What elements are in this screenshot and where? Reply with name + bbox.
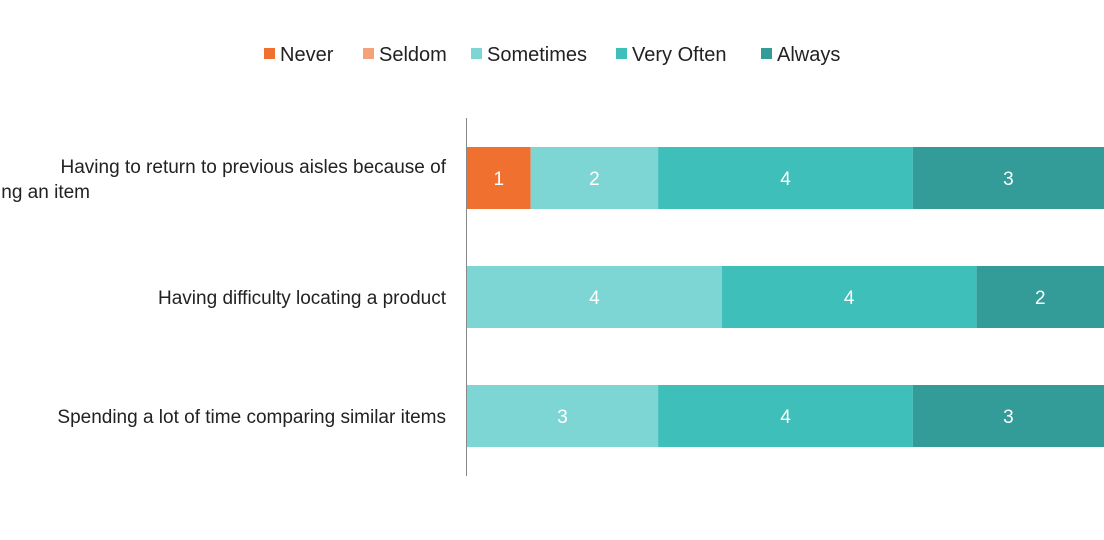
- legend-item-very-often: Very Often: [616, 44, 727, 66]
- data-label: 1: [494, 169, 505, 190]
- legend-item-seldom: Seldom: [363, 44, 447, 66]
- data-label: 4: [780, 407, 791, 428]
- bar-segment-sometimes: [530, 147, 659, 209]
- bar-row: 3 4 3: [467, 385, 1104, 447]
- legend-swatch: [616, 48, 627, 59]
- data-label: 3: [1003, 169, 1014, 190]
- bar-row: 1 2 4 3: [467, 147, 1104, 209]
- data-label: 4: [589, 288, 600, 309]
- bar-segment-very-often: [658, 147, 913, 209]
- legend-item-never: Never: [264, 44, 334, 66]
- bars: 1 2 4 3 4 4 2 3 4 3: [467, 147, 1104, 447]
- legend-label: Sometimes: [487, 44, 587, 66]
- legend-item-sometimes: Sometimes: [471, 44, 587, 66]
- category-label: Spending a lot of time comparing similar…: [57, 407, 446, 428]
- bar-row: 4 4 2: [467, 266, 1104, 328]
- data-label: 4: [844, 288, 855, 309]
- legend-label: Seldom: [379, 44, 447, 66]
- bar-segment-very-often: [721, 266, 977, 328]
- legend-label: Always: [777, 44, 840, 66]
- bar-segment-always: [912, 385, 1104, 447]
- legend-label: Very Often: [632, 44, 727, 66]
- legend-swatch: [363, 48, 374, 59]
- chart-legend: Never Seldom Sometimes Very Often Always: [264, 44, 840, 66]
- bar-segment-sometimes: [467, 385, 659, 447]
- bar-segment-always: [976, 266, 1104, 328]
- category-label: Having difficulty locating a product: [158, 288, 447, 309]
- category-label: Having to return to previous aisles beca…: [0, 157, 447, 203]
- legend-swatch: [471, 48, 482, 59]
- legend-label: Never: [280, 44, 334, 66]
- bar-segment-never: [467, 147, 531, 209]
- data-label: 3: [557, 407, 568, 428]
- legend-swatch: [761, 48, 772, 59]
- data-label: 2: [589, 169, 600, 190]
- data-label: 3: [1003, 407, 1014, 428]
- data-label: 2: [1035, 288, 1046, 309]
- legend-item-always: Always: [761, 44, 840, 66]
- bar-segment-sometimes: [467, 266, 722, 328]
- bar-segment-very-often: [658, 385, 913, 447]
- category-labels: Having to return to previous aisles beca…: [0, 157, 447, 428]
- bar-segment-always: [912, 147, 1104, 209]
- legend-swatch: [264, 48, 275, 59]
- data-label: 4: [780, 169, 791, 190]
